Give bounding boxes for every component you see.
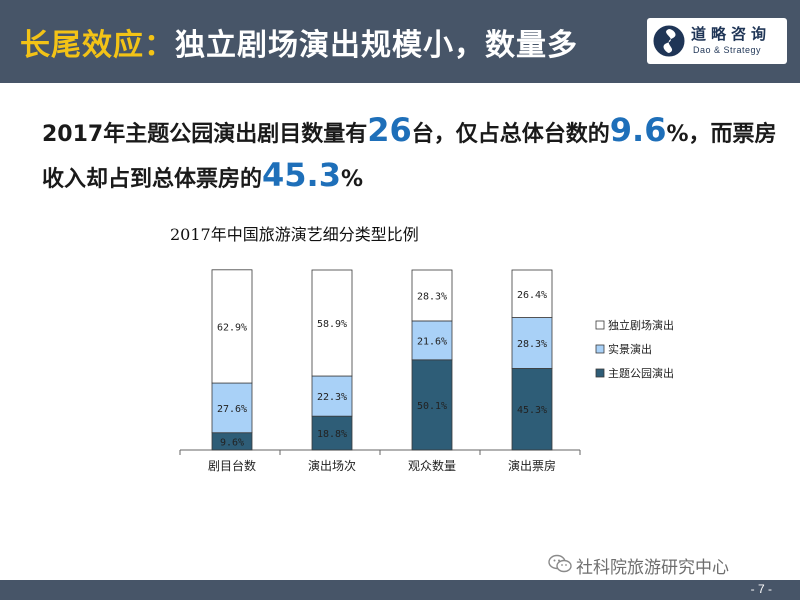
x-tick-label: 剧目台数 — [208, 458, 256, 473]
data-label: 28.3% — [417, 291, 447, 302]
footer-bar: - 7 - — [0, 580, 800, 600]
company-logo: 道略咨询 Dao & Strategy — [647, 18, 787, 64]
bar-segment — [411, 269, 453, 322]
legend-label: 主题公园演出 — [608, 366, 674, 380]
bar-segment — [511, 368, 553, 451]
bar-segment — [511, 269, 553, 318]
data-label: 50.1% — [417, 401, 447, 412]
headline-text: 2017年主题公园演出剧目数量有26台，仅占总体台数的9.6%，而票房收入却占到… — [42, 110, 782, 200]
wechat-icon — [548, 554, 572, 573]
headline-value: 9.6 — [609, 111, 667, 149]
headline-part: %，而票房收入却占到总体票房的 — [42, 122, 777, 192]
logo-text-en: Dao & Strategy — [693, 45, 762, 55]
legend-label: 实景演出 — [608, 342, 652, 356]
bar-segment — [411, 359, 453, 451]
header-bar: 长尾效应：独立剧场演出规模小，数量多 道略咨询 Dao & Strategy — [0, 0, 800, 83]
legend-label: 独立剧场演出 — [608, 318, 674, 332]
data-label: 62.9% — [217, 322, 247, 333]
logo-text-cn: 道略咨询 — [691, 25, 772, 43]
bar-segment — [211, 269, 253, 384]
page-title: 长尾效应：独立剧场演出规模小，数量多 — [20, 20, 578, 64]
headline-value: 45.3 — [262, 156, 341, 194]
headline-part: 台，仅占总体台数的 — [411, 122, 610, 147]
stacked-bar-chart: 9.6% 27.6% 62.9% 剧目台数 18.8% 22.3% 58.9% 演出场次 50.… — [179, 269, 674, 473]
data-label: 45.3% — [517, 405, 547, 416]
x-tick-label: 演出场次 — [308, 458, 356, 473]
data-label: 27.6% — [217, 404, 247, 415]
data-label: 18.8% — [317, 429, 347, 440]
title-accent: 长尾效应： — [20, 28, 175, 63]
logo-swirl-icon — [653, 25, 685, 57]
watermark-text: 社科院旅游研究中心 — [548, 553, 729, 578]
bar-segment — [511, 317, 553, 369]
data-label: 28.3% — [517, 339, 547, 350]
data-label: 21.6% — [417, 336, 447, 347]
data-label: 58.9% — [317, 319, 347, 330]
headline-part: 2017年主题公园演出剧目数量有 — [42, 122, 368, 147]
legend-swatch — [595, 344, 605, 354]
watermark-label: 社科院旅游研究中心 — [576, 558, 729, 578]
headline-part: % — [340, 167, 364, 192]
x-tick-label: 观众数量 — [408, 458, 456, 473]
bar-segment — [311, 269, 353, 377]
title-text: 独立剧场演出规模小，数量多 — [175, 28, 578, 63]
bar-segment — [211, 382, 253, 434]
headline-value: 26 — [367, 111, 412, 149]
page-number: - 7 - — [750, 582, 772, 596]
data-label: 26.4% — [517, 290, 547, 301]
chart-title: 2017年中国旅游演艺细分类型比例 — [170, 225, 419, 244]
legend-swatch — [595, 368, 605, 378]
bar-segment — [311, 415, 353, 451]
legend-swatch — [595, 320, 605, 330]
x-tick-label: 演出票房 — [508, 458, 556, 473]
data-label: 22.3% — [317, 392, 347, 403]
data-label: 9.6% — [220, 437, 244, 448]
